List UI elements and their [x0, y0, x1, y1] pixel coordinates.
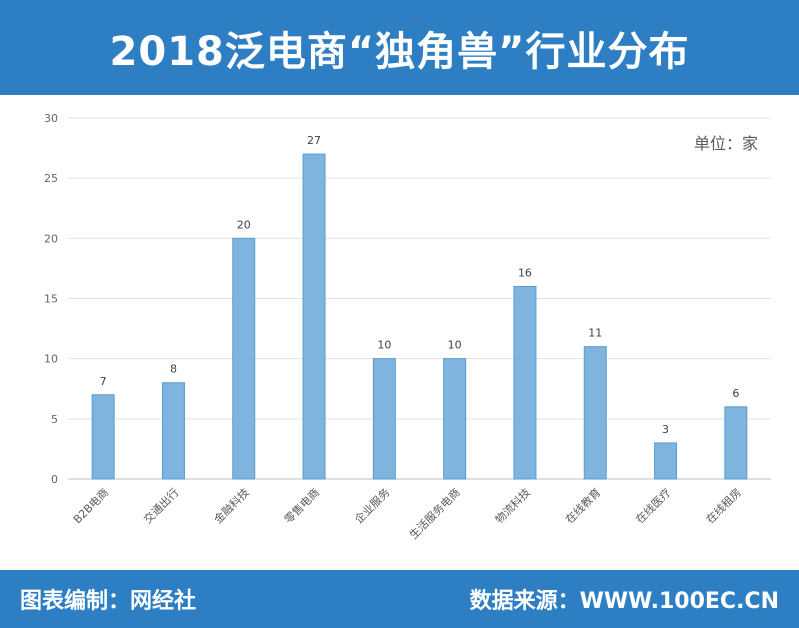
data-label: 11	[588, 327, 602, 340]
y-axis-ticks: 0 5 10 15 20 25 30	[44, 112, 58, 486]
x-category-label: 企业服务	[351, 485, 392, 526]
x-category-label: 在线医疗	[633, 485, 674, 526]
footer-banner: 图表编制：网经社 数据来源：WWW.100EC.CN	[0, 570, 799, 628]
bar	[513, 285, 537, 480]
bar	[443, 358, 467, 480]
x-category-label: 在线教育	[562, 485, 603, 526]
x-category-label: 在线租房	[703, 485, 744, 526]
y-tick-label: 10	[44, 353, 58, 366]
bar	[232, 237, 256, 480]
y-tick-label: 20	[44, 232, 58, 245]
bar	[583, 346, 607, 480]
bar	[91, 394, 115, 480]
data-label: 7	[100, 375, 107, 388]
data-label: 10	[377, 339, 391, 352]
unit-label: 单位：家	[694, 134, 758, 153]
y-tick-label: 30	[44, 112, 58, 125]
y-tick-label: 0	[51, 473, 58, 486]
data-label: 6	[732, 387, 739, 400]
x-category-label: 零售电商	[281, 485, 322, 526]
gridlines	[68, 117, 771, 480]
data-label: 10	[448, 339, 462, 352]
data-label: 27	[307, 134, 321, 147]
x-category-label: 物流科技	[492, 485, 533, 526]
chart-area: 0 5 10 15 20 25 30 7 8 20 27 10 10 16 11 3 6 B2B电商 交通出行金…	[0, 95, 799, 570]
bar	[372, 358, 396, 480]
data-labels: 7 8 20 27 10 10 16 11 3 6	[100, 134, 740, 436]
data-label: 3	[662, 423, 669, 436]
x-category-label: 交通出行	[141, 485, 182, 526]
x-category-label: 金融科技	[211, 485, 252, 526]
bars	[91, 153, 748, 480]
data-label: 8	[170, 363, 177, 376]
y-tick-label: 15	[44, 293, 58, 306]
x-axis-categories: B2B电商 交通出行 金融科技 零售电商 企业服务 生活服务电商 物流科技 在线教育 在线医疗在…	[70, 485, 744, 542]
bar	[161, 382, 185, 480]
y-tick-label: 25	[44, 172, 58, 185]
bar	[724, 406, 748, 480]
x-category-label: 生活服务电商	[406, 485, 463, 542]
data-label: 16	[518, 266, 532, 279]
title-banner: 2018泛电商“独角兽”行业分布	[0, 0, 799, 95]
bar	[654, 442, 678, 480]
x-category-label: B2B电商	[70, 485, 111, 526]
footer-source: 数据来源：WWW.100EC.CN	[469, 589, 779, 614]
footer-compiler: 图表编制：网经社	[20, 589, 197, 614]
bar-chart: 0 5 10 15 20 25 30 7 8 20 27 10 10 16 11 3 6 B2B电商 交通出行金…	[44, 112, 771, 542]
chart-title: 2018泛电商“独角兽”行业分布	[109, 28, 690, 75]
bar	[302, 153, 326, 480]
data-label: 20	[237, 218, 251, 231]
y-tick-label: 5	[51, 413, 58, 426]
